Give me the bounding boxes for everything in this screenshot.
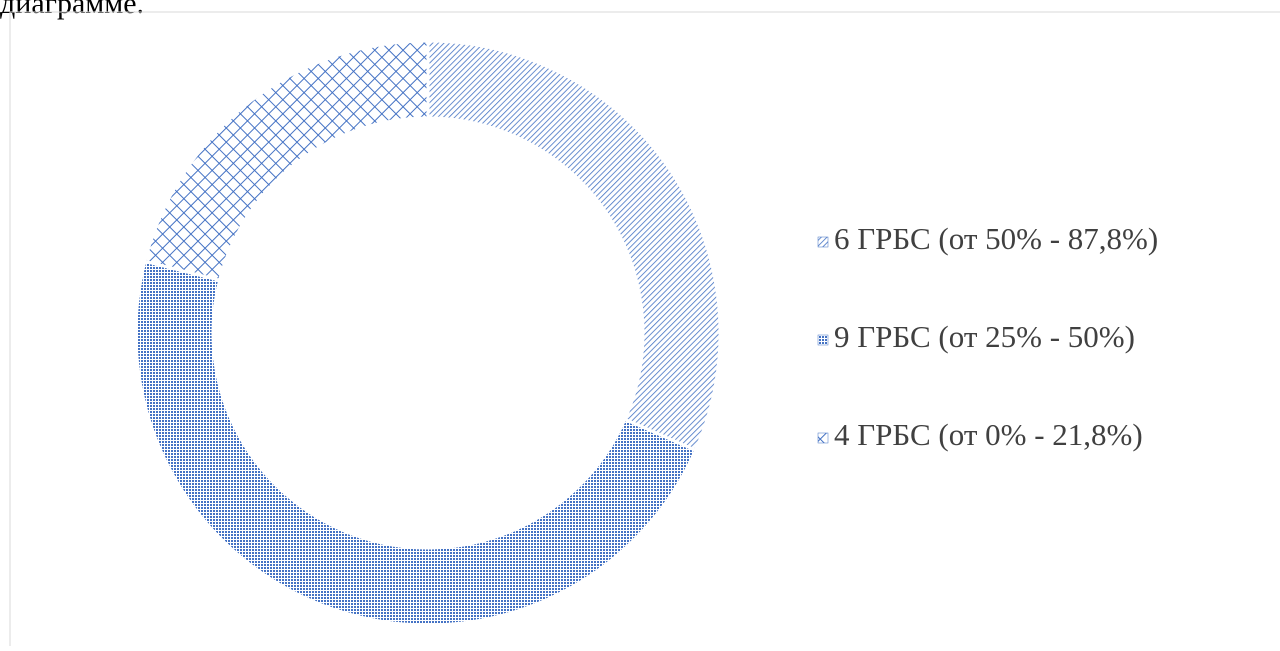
legend-marker xyxy=(817,432,829,444)
legend-label: 6 ГРБС (от 50% - 87,8%) xyxy=(834,221,1158,256)
legend-label: 4 ГРБС (от 0% - 21,8%) xyxy=(834,417,1143,452)
legend-label: 9 ГРБС (от 25% - 50%) xyxy=(834,319,1135,354)
legend-marker xyxy=(817,236,829,248)
document-text: диаграмме. xyxy=(0,0,144,20)
donut-segment xyxy=(143,39,430,283)
donut-segment xyxy=(134,259,698,627)
legend-marker xyxy=(817,334,829,346)
donut-segment xyxy=(426,39,722,453)
